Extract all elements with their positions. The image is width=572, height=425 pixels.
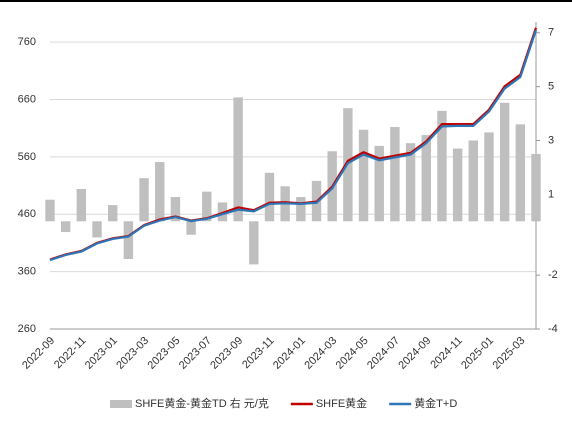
bar — [515, 124, 526, 222]
y-tick-label: 660 — [18, 93, 36, 105]
bar — [217, 202, 228, 222]
bar — [123, 221, 134, 259]
x-tick-label: 2024-11 — [428, 335, 464, 371]
bar — [170, 197, 181, 222]
x-tick-label: 2024-07 — [365, 335, 402, 372]
x-tick-label: 2024-05 — [334, 335, 371, 372]
x-tick-label: 2022-11 — [52, 335, 88, 371]
y-tick-label: 260 — [18, 323, 36, 335]
bar — [405, 143, 416, 222]
bar — [421, 135, 431, 222]
bar — [186, 221, 196, 235]
x-tick-label: 2023-11 — [240, 335, 276, 371]
x-tick-label: 2023-07 — [177, 335, 214, 372]
y-tick-label: 560 — [18, 151, 36, 163]
y-tick-label: 760 — [18, 36, 36, 48]
bar — [45, 199, 55, 222]
bar — [468, 140, 478, 222]
y2-tick-label: -2 — [548, 269, 558, 281]
line — [49, 27, 538, 261]
x-tick-label: 2025-01 — [459, 335, 496, 372]
x-tick-label: 2025-03 — [490, 335, 527, 372]
bar — [249, 221, 259, 265]
y-tick-label: 360 — [18, 266, 36, 278]
bar — [437, 110, 447, 222]
bar — [233, 97, 243, 222]
y2-tick-label: 1 — [548, 188, 554, 200]
bar — [484, 132, 494, 222]
bar — [358, 129, 369, 222]
y2-tick-label: 7 — [548, 27, 554, 39]
x-tick-label: 2024-01 — [271, 335, 308, 372]
y-tick-label: 460 — [18, 208, 36, 220]
x-tick-label: 2024-09 — [396, 335, 433, 372]
line — [49, 29, 538, 262]
x-tick-label: 2023-09 — [208, 335, 245, 372]
legend-label: SHFE黄金 — [316, 396, 367, 410]
bar — [452, 148, 463, 222]
x-tick-label: 2023-01 — [83, 335, 120, 372]
y2-tick-label: 3 — [548, 134, 554, 146]
top-bar — [0, 0, 572, 2]
bar — [202, 191, 212, 222]
x-tick-label: 2023-05 — [146, 335, 183, 372]
bar — [155, 162, 165, 222]
bar — [108, 205, 118, 222]
bar — [531, 153, 541, 222]
x-tick-label: 2024-03 — [302, 335, 339, 372]
bar — [60, 221, 71, 233]
legend-swatch — [110, 400, 132, 408]
y2-tick-label: -4 — [548, 323, 558, 335]
bar — [76, 188, 87, 222]
legend-label: SHFE黄金-黄金TD 右 元/克 — [135, 396, 269, 410]
y2-tick-label: 5 — [548, 81, 554, 93]
bar — [390, 127, 400, 222]
x-tick-label: 2023-03 — [114, 335, 151, 372]
legend-label: 黄金T+D — [414, 396, 457, 410]
x-tick-label: 2022-09 — [20, 335, 57, 372]
bar — [139, 178, 149, 222]
bar — [92, 221, 102, 238]
bar — [374, 145, 384, 222]
bar — [499, 102, 510, 222]
bar — [264, 172, 275, 222]
bar — [296, 197, 306, 222]
